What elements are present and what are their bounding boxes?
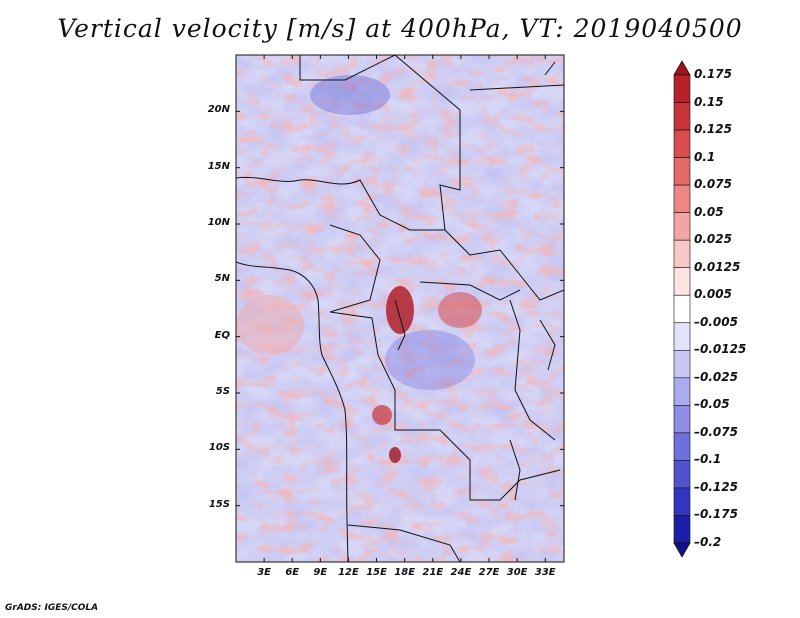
lon-label: 30E [506,567,528,578]
colorbar-swatch [673,74,691,103]
colorbar-swatch [673,267,691,296]
colorbar-swatch [673,349,691,379]
colorbar-label: 0.15 [694,94,724,109]
strong-updraft-area [386,286,414,334]
colorbar-swatch [673,405,691,434]
colorbar-swatch [673,460,691,489]
colorbar-label: 0.05 [694,204,724,219]
colorbar-swatch [673,294,691,324]
lat-label: EQ [214,329,230,341]
lat-label: 10S [208,442,230,454]
lat-label: 5S [215,386,230,397]
colorbar-swatch [673,129,691,158]
lon-label: 21E [422,567,444,578]
colorbar-label: –0.2 [694,535,722,549]
lon-label: 33E [534,567,556,578]
colorbar-label: –0.125 [694,479,738,494]
lat-label: 15S [208,498,230,510]
lon-label: 12E [338,567,359,578]
colorbar-swatch [673,322,691,351]
colorbar-swatch [673,157,691,186]
lon-label: 3E [257,567,271,578]
lon-label: 6E [285,567,300,578]
colorbar-swatch [673,212,691,241]
chart-title: Vertical velocity [m/s] at 400hPa, VT: 2… [57,14,743,43]
colorbar-label: 0.0125 [694,259,741,274]
vertical-velocity-field [236,55,564,562]
lon-label: 24E [450,567,472,578]
colorbar-label: –0.075 [694,424,738,439]
colorbar-swatch [673,239,691,269]
map-frame [235,54,565,563]
colorbar-label: –0.175 [694,507,738,522]
axis-ticks [236,55,564,562]
colorbar [673,60,691,558]
colorbar-label: 0.1 [694,149,716,164]
colorbar-label: –0.05 [694,397,730,412]
colorbar-min-arrow [673,542,691,558]
lon-label: 27E [478,567,500,578]
colorbar-label: –0.1 [694,452,722,467]
lon-label: 9E [313,567,328,578]
lat-label: 10N [207,217,230,228]
colorbar-swatch [673,515,691,544]
colorbar-label: 0.025 [694,232,732,247]
colorbar-label: –0.025 [694,369,738,384]
lon-label: 15E [366,567,387,578]
country-boundaries [236,55,564,562]
colorbar-label: 0.075 [694,177,732,192]
colorbar-label: –0.0125 [694,342,747,357]
colorbar-label: –0.005 [694,314,738,329]
colorbar-label: 0.125 [694,122,732,137]
colorbar-max-arrow [673,60,691,76]
lat-label: 15N [207,160,230,172]
colorbar-label: 0.175 [694,67,732,81]
colorbar-swatch [673,184,691,213]
colorbar-swatch [673,377,691,406]
colorbar-label: 0.005 [694,287,732,302]
lat-label: 5N [214,273,230,285]
grads-credit: GrADS: IGES/COLA [5,603,99,613]
lat-label: 20N [207,104,230,116]
colorbar-swatch [673,487,691,516]
colorbar-swatch [673,102,691,131]
lon-label: 18E [394,567,416,578]
colorbar-swatch [673,432,691,461]
